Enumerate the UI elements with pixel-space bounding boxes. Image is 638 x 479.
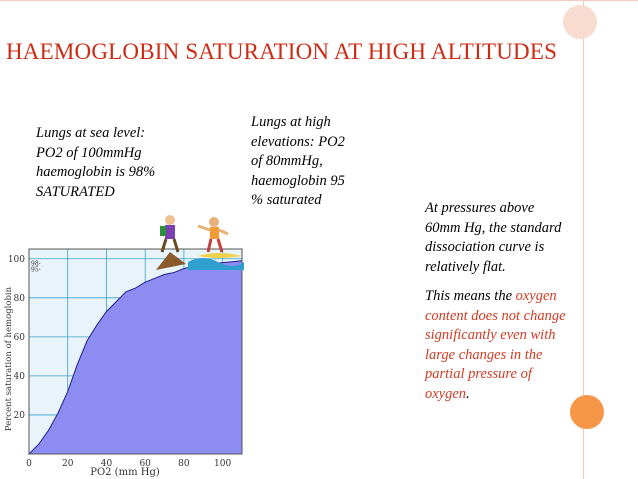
x-tick-label: 80: [178, 459, 190, 469]
x-tick-label: 100: [214, 459, 231, 469]
x-tick-label: 20: [62, 459, 74, 469]
y-tick-label: 60: [14, 333, 26, 343]
surfer-head: [209, 217, 219, 227]
y-tick-label: 20: [14, 411, 26, 421]
x-axis-label: PO2 (mm Hg): [90, 467, 160, 478]
orange-circle-decoration-bottom: [570, 395, 604, 429]
wave: [188, 258, 244, 270]
note-pressures: At pressures above 60mm Hg, the standard…: [425, 200, 562, 275]
note-conclusion: This means the oxygen content does not c…: [425, 287, 566, 404]
y-tick-label: 40: [14, 372, 26, 382]
frame-right-line: [583, 0, 584, 479]
note-conclusion-highlight: oxygen content does not change significa…: [425, 288, 566, 402]
surfer-body: [210, 227, 219, 239]
slide-title: HAEMOGLOBIN SATURATION AT HIGH ALTITUDES: [6, 39, 558, 64]
climber-head: [165, 215, 175, 225]
surfer-arm: [197, 224, 229, 236]
x-tick-label: 0: [26, 459, 32, 469]
chart-ticks: 0 20 40 60 80 100 20 40 60 80 100 98-95-: [8, 255, 232, 469]
note-conclusion-lead: This means the: [425, 288, 516, 304]
note-sea-level: Lungs at sea level: PO2 of 100mmHg haemo…: [36, 125, 156, 200]
surfboard: [198, 253, 242, 258]
note-high-elevation: Lungs at high elevations: PO2 of 80mmHg,…: [251, 114, 345, 208]
orange-circle-decoration: [563, 5, 597, 39]
plot-frame: [28, 248, 243, 455]
mountain-peak: [156, 252, 186, 270]
y-tick-label: 80: [14, 294, 26, 304]
saturation-curve-area: [27, 260, 243, 455]
climber-legs: [160, 238, 180, 253]
climber-backpack: [160, 226, 166, 236]
surfer-legs: [206, 238, 224, 253]
x-tick-label: 40: [101, 459, 113, 469]
note-conclusion-end: .: [466, 385, 470, 402]
climber-body: [165, 225, 175, 239]
y-axis-label: Percent saturation of hemoglobin: [4, 286, 14, 431]
y-tick-label: 100: [8, 255, 25, 265]
frame-top-line: [0, 0, 638, 1]
saturation-marker-label: 95-: [31, 267, 41, 274]
x-tick-label: 60: [139, 459, 151, 469]
saturation-marker-label: 98-: [31, 261, 41, 268]
oxygen-dissociation-chart: 0 20 40 60 80 100 20 40 60 80 100 98-95- PO2 (mm Hg…: [4, 248, 243, 478]
climber-surfer-illustration: [156, 215, 244, 270]
